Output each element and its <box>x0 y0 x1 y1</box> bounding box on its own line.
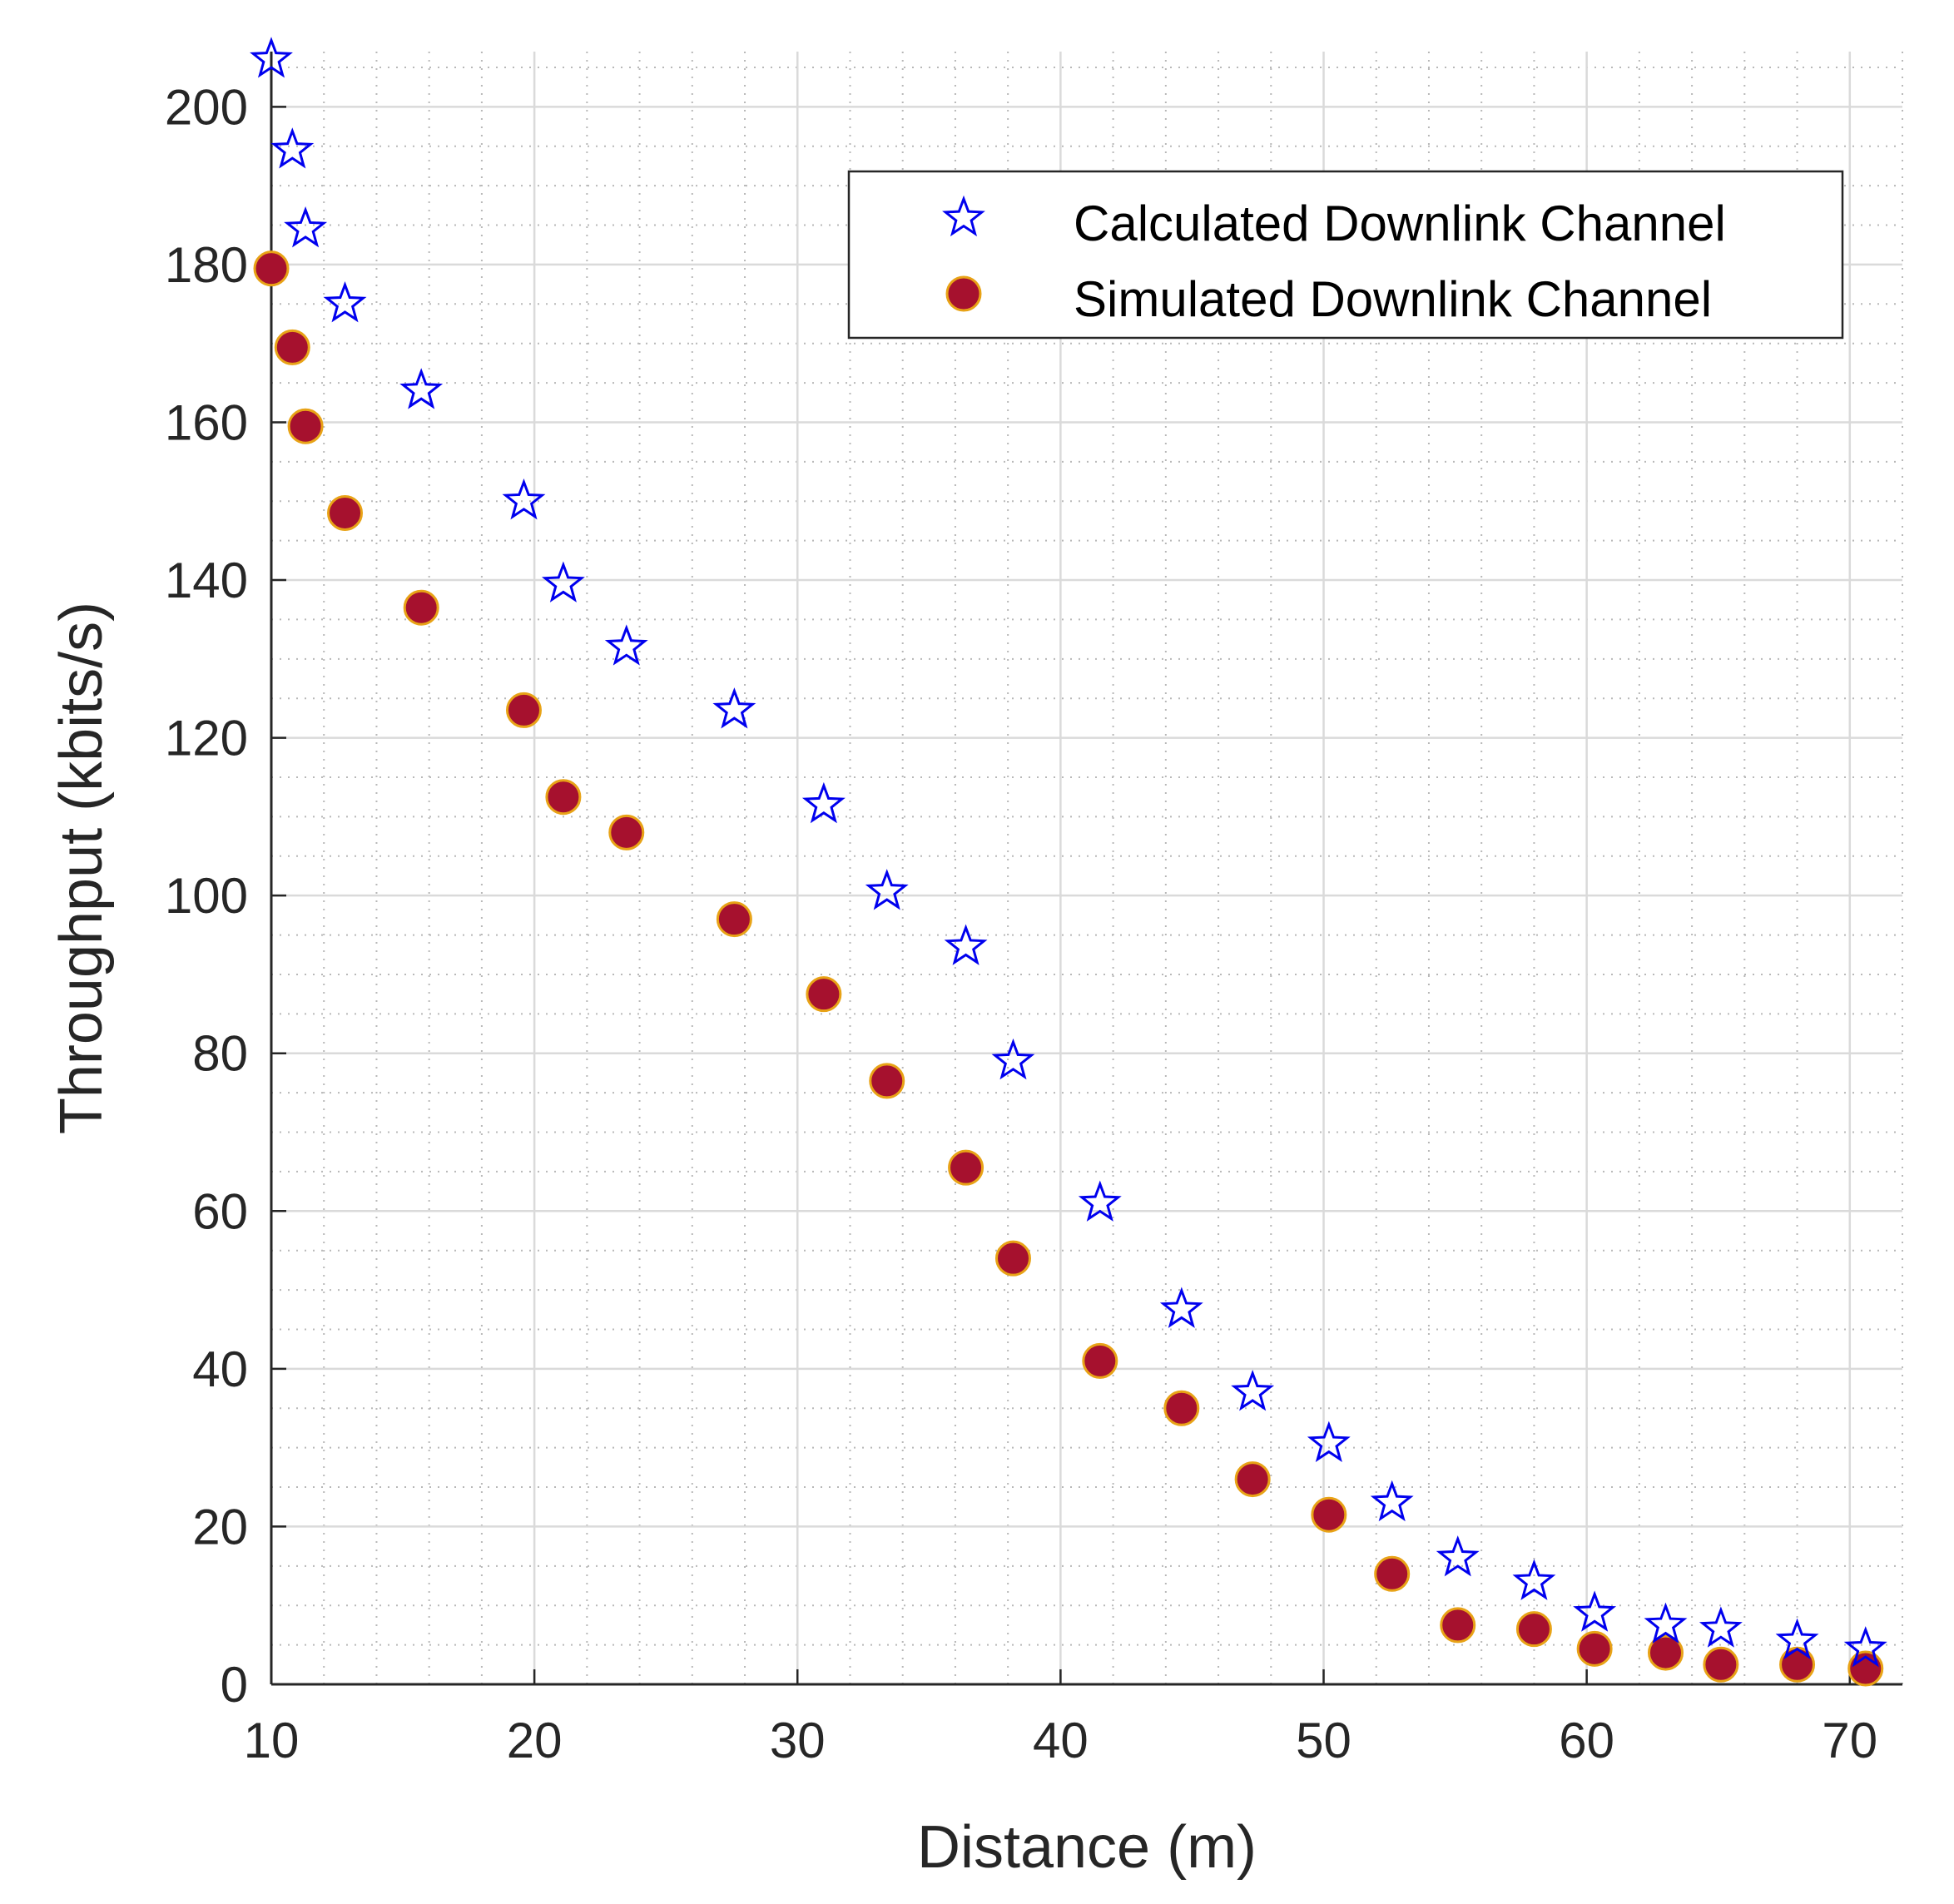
data-markers <box>250 37 1887 1687</box>
y-tick-label: 60 <box>192 1183 248 1239</box>
simulated-point <box>1847 1650 1884 1687</box>
y-tick-label: 0 <box>221 1657 248 1713</box>
calculated-point <box>1512 1559 1556 1600</box>
simulated-point <box>869 1063 905 1099</box>
y-tick-label: 40 <box>192 1341 248 1397</box>
legend-box <box>847 170 1844 340</box>
simulated-point <box>1779 1646 1816 1683</box>
x-tick-label: 30 <box>770 1713 826 1768</box>
calculated-point <box>399 368 444 409</box>
tick-labels: 10 20 30 40 50 60 70 0 20 40 60 80 100 120 140 160 180 20… <box>165 79 1877 1768</box>
calculated-point <box>323 281 367 323</box>
legend-circle-marker <box>945 275 982 312</box>
calculated-point <box>1436 1535 1480 1577</box>
y-tick-label: 80 <box>192 1026 248 1082</box>
minor-grid <box>271 52 1903 1684</box>
calculated-point <box>541 561 585 602</box>
legend-star-marker <box>942 195 985 237</box>
calculated-point <box>1370 1480 1414 1522</box>
calculated-point <box>944 924 988 965</box>
x-tick-label: 10 <box>244 1713 300 1768</box>
calculated-point <box>801 781 846 824</box>
simulated-point <box>545 779 582 816</box>
simulated-point <box>1440 1607 1476 1644</box>
y-tick-label: 180 <box>165 237 248 293</box>
calculated-point <box>502 478 546 520</box>
simulated-point <box>1374 1555 1411 1592</box>
legend-label-calculated: Calculated Downlink Channel <box>1074 196 1726 251</box>
y-tick-label: 20 <box>192 1499 248 1554</box>
y-tick-label: 160 <box>165 394 248 450</box>
calculated-point <box>1159 1287 1203 1328</box>
calculated-point <box>1231 1370 1275 1411</box>
simulated-point <box>994 1240 1031 1277</box>
calculated-point <box>1573 1590 1617 1632</box>
simulated-point <box>505 692 542 728</box>
y-axis-label: Throughput (kbits/s) <box>48 602 115 1134</box>
y-tick-label: 120 <box>165 711 248 766</box>
calculated-point <box>270 127 315 169</box>
simulated-point <box>1647 1634 1684 1671</box>
simulated-point <box>1703 1646 1739 1683</box>
simulated-point <box>287 408 324 444</box>
legend-star-icon <box>942 195 985 237</box>
simulated-point <box>1515 1611 1552 1648</box>
axes <box>270 52 1902 1686</box>
simulated-point <box>327 494 364 531</box>
calculated-point <box>604 624 648 666</box>
simulated-point <box>274 329 310 365</box>
simulated-point <box>1576 1630 1613 1667</box>
simulated-point <box>1082 1342 1118 1379</box>
calculated-point <box>991 1038 1035 1080</box>
x-tick-label: 20 <box>507 1713 563 1768</box>
calculated-point <box>284 206 328 248</box>
calculated-point <box>1843 1626 1887 1668</box>
simulated-point <box>403 589 439 626</box>
calculated-point <box>712 687 756 729</box>
calculated-point <box>1775 1618 1819 1659</box>
x-axis-label: Distance (m) <box>917 1814 1257 1881</box>
simulated-point <box>1163 1390 1200 1426</box>
y-tick-label: 140 <box>165 553 248 608</box>
legend: Calculated Downlink Channel Simulated Do… <box>847 170 1844 340</box>
calculated-point <box>1644 1602 1688 1644</box>
simulated-point <box>1234 1461 1271 1498</box>
x-tick-label: 60 <box>1559 1713 1614 1768</box>
simulated-point <box>806 976 842 1013</box>
x-tick-label: 50 <box>1296 1713 1351 1768</box>
legend-circle-icon <box>945 275 982 312</box>
legend-label-simulated: Simulated Downlink Channel <box>1074 271 1712 327</box>
calculated-point <box>1307 1421 1351 1462</box>
y-tick-label: 200 <box>165 79 248 135</box>
calculated-point <box>1699 1606 1743 1648</box>
y-tick-label: 100 <box>165 868 248 924</box>
simulated-point <box>716 901 752 938</box>
calculated-point <box>1078 1180 1122 1222</box>
x-tick-label: 40 <box>1033 1713 1089 1768</box>
calculated-point <box>865 869 909 910</box>
x-tick-label: 70 <box>1822 1713 1877 1768</box>
simulated-point <box>608 814 645 850</box>
simulated-point <box>253 250 290 287</box>
calculated-point <box>250 37 293 78</box>
simulated-point <box>948 1149 984 1186</box>
simulated-point <box>1311 1496 1347 1533</box>
